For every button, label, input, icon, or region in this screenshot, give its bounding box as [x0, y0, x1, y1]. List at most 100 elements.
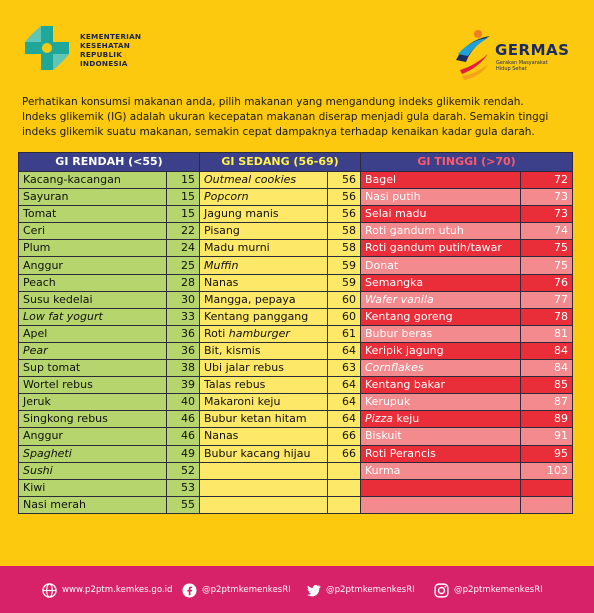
- food-name-sedang: [199, 495, 328, 514]
- food-name-sedang: Muffin: [199, 256, 328, 275]
- globe-icon: [42, 582, 57, 598]
- food-name-rendah: Apel: [18, 324, 167, 343]
- gi-value-rendah: 36: [166, 324, 200, 343]
- gi-value-sedang: [327, 461, 361, 480]
- food-name-tinggi: Bubur beras: [360, 324, 521, 343]
- food-name-tinggi: Nasi putih: [360, 188, 521, 207]
- gi-value-rendah: 22: [166, 222, 200, 241]
- food-name-tinggi: Kentang bakar: [360, 376, 521, 395]
- food-name-tinggi: Biskuit: [360, 427, 521, 446]
- table-row: Sayuran 15 Popcorn 56 Nasi putih 73: [18, 188, 573, 207]
- food-name-rendah: Singkong rebus: [18, 410, 167, 429]
- gi-value-tinggi: 89: [520, 410, 573, 429]
- food-name-tinggi: Semangka: [360, 273, 521, 292]
- food-name-rendah: Sayuran: [18, 188, 167, 207]
- glycemic-index-table: GI RENDAH (<55) GI SEDANG (56-69) GI TIN…: [18, 152, 573, 514]
- food-name-rendah: Sup tomat: [18, 359, 167, 378]
- gi-value-sedang: 59: [327, 256, 361, 275]
- food-name-rendah: Anggur: [18, 256, 167, 275]
- food-name-tinggi: Keripik jagung: [360, 341, 521, 361]
- table-row: Jeruk 40 Makaroni keju 64 Kerupuk 87: [18, 393, 573, 412]
- gi-value-tinggi: 91: [520, 427, 573, 446]
- gi-value-tinggi: 76: [520, 273, 573, 292]
- food-name-italic-part: hamburger: [228, 326, 290, 340]
- gi-value-rendah: 53: [166, 478, 200, 497]
- food-name-sedang: Bubur kacang hijau: [199, 444, 328, 463]
- gi-value-tinggi: 73: [520, 188, 573, 207]
- twitter-handle[interactable]: @p2ptmkemenkesRI: [326, 585, 415, 595]
- gi-value-tinggi: 84: [520, 359, 573, 378]
- gi-value-sedang: [327, 478, 361, 497]
- gi-value-rendah: 15: [166, 170, 200, 190]
- gi-value-rendah: 40: [166, 393, 200, 412]
- table-row: Sup tomat 38 Ubi jalar rebus 63 Cornflakes 84: [18, 359, 573, 378]
- gi-value-tinggi: 81: [520, 324, 573, 343]
- gi-value-sedang: 59: [327, 273, 361, 292]
- gi-value-sedang: 58: [327, 239, 361, 258]
- table-header-row: GI RENDAH (<55) GI SEDANG (56-69) GI TIN…: [18, 152, 573, 172]
- food-name-sedang: Nanas: [199, 427, 328, 446]
- kemenkes-flower-logo: [25, 26, 69, 70]
- gi-value-rendah: 15: [166, 188, 200, 207]
- website-url[interactable]: www.p2ptm.kemkes.go.id: [62, 585, 173, 595]
- gi-value-sedang: 63: [327, 359, 361, 378]
- table-row: Wortel rebus 39 Talas rebus 64 Kentang bakar…: [18, 376, 573, 395]
- gi-value-sedang: 66: [327, 427, 361, 446]
- gi-value-sedang: 56: [327, 205, 361, 224]
- gi-value-rendah: 46: [166, 410, 200, 429]
- food-name-rendah: Nasi merah: [18, 495, 167, 514]
- header-gi-tinggi: GI TINGGI (>70): [360, 152, 573, 172]
- food-name-rendah: Ceri: [18, 222, 167, 241]
- food-name-tinggi: [360, 478, 521, 497]
- gi-value-rendah: 39: [166, 376, 200, 395]
- table-row: Anggur 25 Muffin 59 Donat 75: [18, 256, 573, 275]
- food-name-tinggi: Pizza keju: [360, 410, 521, 429]
- food-name-sedang: Pisang: [199, 222, 328, 241]
- food-name-sedang: Mangga, pepaya: [199, 290, 328, 309]
- food-name-sedang: Outmeal cookies: [199, 170, 328, 190]
- footer-twitter[interactable]: @p2ptmkemenkesRI: [306, 582, 415, 598]
- gi-value-rendah: 55: [166, 495, 200, 514]
- food-name-rendah: Susu kedelai: [18, 290, 167, 309]
- table-row: Nasi merah 55: [18, 495, 573, 514]
- gi-value-tinggi: 103: [520, 461, 573, 480]
- header-gi-rendah: GI RENDAH (<55): [18, 152, 200, 172]
- gi-value-sedang: 66: [327, 444, 361, 463]
- food-name-tinggi: Donat: [360, 256, 521, 275]
- footer: www.p2ptm.kemkes.go.id @p2ptmkemenkesRI …: [0, 566, 594, 613]
- gi-value-sedang: 64: [327, 393, 361, 412]
- food-name-sedang: Talas rebus: [199, 376, 328, 395]
- food-name-sedang: Bit, kismis: [199, 341, 328, 361]
- header-gi-sedang: GI SEDANG (56-69): [199, 152, 361, 172]
- gi-value-sedang: 64: [327, 410, 361, 429]
- instagram-handle[interactable]: @p2ptmkemenkesRI: [454, 585, 543, 595]
- food-name-rendah: Wortel rebus: [18, 376, 167, 395]
- table-row: Peach 28 Nanas 59 Semangka 76: [18, 273, 573, 292]
- germas-subtitle: Gerakan Masyarakat Hidup Sehat: [496, 60, 548, 72]
- food-name-sedang: Jagung manis: [199, 205, 328, 224]
- food-name-rendah: Low fat yogurt: [18, 307, 167, 326]
- gi-value-rendah: 38: [166, 359, 200, 378]
- footer-facebook[interactable]: @p2ptmkemenkesRI: [182, 582, 291, 598]
- food-name-tinggi: Selai madu: [360, 205, 521, 224]
- footer-website[interactable]: www.p2ptm.kemkes.go.id: [42, 582, 173, 598]
- food-name-tinggi: Roti gandum utuh: [360, 222, 521, 241]
- gi-value-tinggi: 74: [520, 222, 573, 241]
- table-row: Apel 36 Roti hamburger 61 Bubur beras 81: [18, 324, 573, 343]
- food-name-italic-part: Pizza: [365, 412, 393, 426]
- food-name-rendah: Anggur: [18, 427, 167, 446]
- gi-value-sedang: 56: [327, 170, 361, 190]
- food-name-tinggi: Roti Perancis: [360, 444, 521, 463]
- food-name-sedang: Kentang panggang: [199, 307, 328, 326]
- ministry-name: KEMENTERIAN KESEHATAN REPUBLIK INDONESIA: [80, 32, 141, 68]
- food-name-rendah: Tomat: [18, 205, 167, 224]
- table-row: Kacang-kacangan 15 Outmeal cookies 56 Bagel 7…: [18, 170, 573, 190]
- food-name-sedang: Bubur ketan hitam: [199, 410, 328, 429]
- food-name-plain-part: Roti: [204, 326, 229, 340]
- footer-instagram[interactable]: @p2ptmkemenkesRI: [434, 582, 543, 598]
- facebook-handle[interactable]: @p2ptmkemenkesRI: [202, 585, 291, 595]
- food-name-sedang: [199, 478, 328, 497]
- food-name-tinggi: Bagel: [360, 170, 521, 190]
- germas-title: GERMAS: [495, 41, 570, 59]
- food-name-tinggi: Kurma: [360, 461, 521, 480]
